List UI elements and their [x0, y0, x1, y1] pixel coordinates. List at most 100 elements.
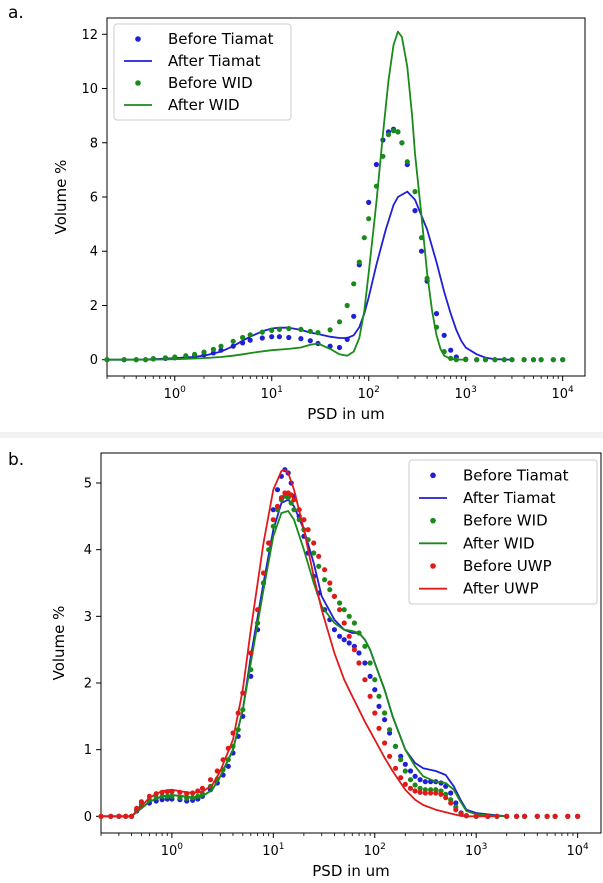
data-point: [337, 633, 343, 639]
data-point: [402, 761, 408, 767]
data-point: [351, 313, 357, 319]
x-tick-label: 102: [358, 385, 380, 402]
legend-key-dot: [135, 36, 141, 42]
data-point: [376, 725, 382, 731]
data-point: [438, 791, 444, 797]
data-point: [565, 813, 571, 819]
data-point: [351, 620, 357, 626]
data-point: [356, 259, 362, 265]
data-point: [367, 673, 373, 679]
series-line: [101, 468, 495, 818]
panel-label: b.: [8, 450, 24, 470]
x-tick-label: 101: [261, 385, 283, 402]
data-point: [331, 627, 337, 633]
data-point: [494, 813, 500, 819]
axes-frame: [96, 452, 602, 838]
legend-label: After Tiamat: [168, 52, 261, 70]
data-point: [367, 693, 373, 699]
series-layer: [98, 467, 581, 819]
y-tick-label: 6: [90, 191, 98, 206]
legend-label: After Tiamat: [463, 489, 556, 507]
data-point: [337, 607, 343, 613]
data-point: [327, 580, 333, 586]
data-point: [550, 357, 556, 363]
tick-labels: 100 101 102 103 104 0 2 4 6 8 10 12: [81, 28, 574, 402]
data-point: [492, 357, 498, 363]
data-point: [399, 140, 405, 146]
data-point: [225, 763, 231, 769]
data-point: [288, 492, 294, 498]
data-point: [270, 517, 276, 523]
data-point: [341, 620, 347, 626]
axes-box: [100, 452, 602, 834]
data-point: [417, 777, 423, 783]
y-tick-label: 4: [90, 245, 98, 260]
data-point: [382, 710, 388, 716]
data-point: [230, 338, 236, 344]
data-point: [417, 785, 423, 791]
data-point: [560, 357, 566, 363]
data-point: [402, 781, 408, 787]
x-axis-label: PSD in um: [307, 405, 384, 423]
data-point: [390, 128, 397, 134]
data-point: [382, 740, 388, 746]
panel-b: b. 100 101 102 103 104 0 1 2 3 4 5 PSD in um Volum…: [8, 450, 602, 880]
data-point: [274, 487, 281, 493]
data-point: [336, 344, 343, 351]
data-point: [286, 334, 292, 341]
data-point: [376, 703, 382, 709]
legend: Before Tiamat After Tiamat Before WID After…: [113, 23, 292, 121]
data-point: [398, 775, 404, 781]
data-point: [428, 790, 434, 796]
data-point: [307, 328, 313, 334]
data-point: [418, 248, 425, 254]
data-point: [521, 357, 527, 363]
data-point: [392, 743, 399, 749]
data-point: [433, 790, 439, 796]
data-point: [509, 357, 515, 363]
data-point: [522, 813, 528, 819]
data-point: [291, 507, 297, 513]
legend-label: Before WID: [168, 74, 253, 92]
data-point: [266, 540, 272, 546]
data-point: [218, 343, 224, 349]
data-point: [552, 813, 558, 819]
data-point: [183, 353, 189, 359]
legend-key-dot: [430, 517, 436, 524]
data-point: [327, 587, 333, 593]
data-point: [417, 789, 423, 795]
data-point: [286, 325, 292, 332]
data-point: [412, 782, 418, 788]
data-point: [305, 527, 311, 533]
data-point: [341, 637, 347, 643]
data-point: [259, 329, 265, 335]
data-point: [382, 717, 388, 723]
data-point: [346, 613, 352, 619]
data-point: [441, 332, 447, 338]
y-tick-label: 4: [84, 543, 92, 558]
data-point: [372, 710, 378, 716]
data-point: [362, 677, 368, 683]
legend-label: After WID: [168, 96, 240, 114]
data-point: [248, 650, 254, 656]
data-point: [404, 159, 410, 165]
data-point: [453, 800, 459, 806]
data-point: [482, 357, 489, 363]
legend-label: After UWP: [463, 580, 539, 598]
data-point: [269, 334, 275, 340]
x-axis-label: PSD in um: [312, 862, 389, 880]
data-point: [207, 777, 214, 783]
data-point: [276, 326, 282, 332]
data-point: [422, 790, 428, 796]
panel-label: a.: [8, 3, 24, 23]
data-point: [362, 643, 368, 649]
data-point: [247, 337, 253, 343]
data-point: [351, 647, 357, 653]
y-tick-label: 10: [81, 82, 98, 97]
data-point: [367, 660, 373, 666]
data-point: [322, 567, 328, 573]
data-point: [192, 351, 198, 357]
data-point: [298, 326, 304, 332]
data-point: [269, 327, 275, 333]
